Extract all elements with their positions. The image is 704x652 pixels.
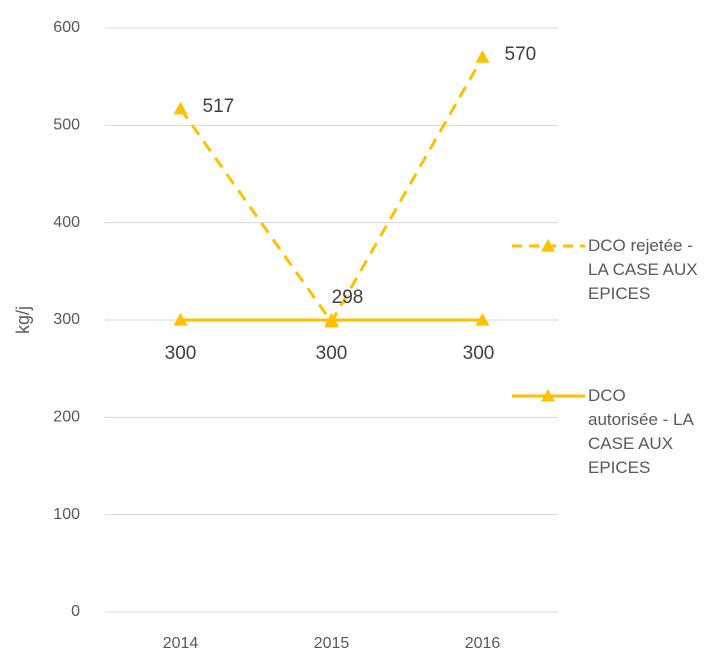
legend-label: DCO rejetée - LA CASE AUX EPICES (588, 236, 698, 303)
data-label: 300 (316, 343, 348, 364)
data-label: 570 (505, 44, 537, 65)
data-label: 300 (165, 343, 197, 364)
data-label: 517 (203, 96, 235, 117)
y-tick-label: 400 (53, 214, 80, 231)
data-label: 298 (332, 287, 364, 308)
x-tick-label: 2015 (314, 635, 350, 652)
y-tick-label: 100 (53, 506, 80, 523)
y-tick-label: 600 (53, 19, 80, 36)
y-tick-label: 500 (53, 117, 80, 134)
marker (475, 313, 490, 326)
legend-label: DCO autorisée - LA CASE AUX EPICES (588, 386, 693, 477)
y-tick-label: 200 (53, 409, 80, 426)
legend-marker (541, 389, 555, 402)
marker (173, 313, 188, 326)
y-axis-label: kg/j (13, 306, 33, 334)
marker (173, 101, 188, 115)
marker (475, 50, 490, 63)
y-tick-label: 300 (53, 311, 80, 328)
x-tick-label: 2014 (163, 635, 199, 652)
x-tick-label: 2016 (465, 635, 501, 652)
legend-marker (541, 239, 555, 252)
data-label: 300 (463, 343, 495, 364)
marker (324, 313, 339, 326)
y-tick-label: 0 (71, 603, 80, 620)
